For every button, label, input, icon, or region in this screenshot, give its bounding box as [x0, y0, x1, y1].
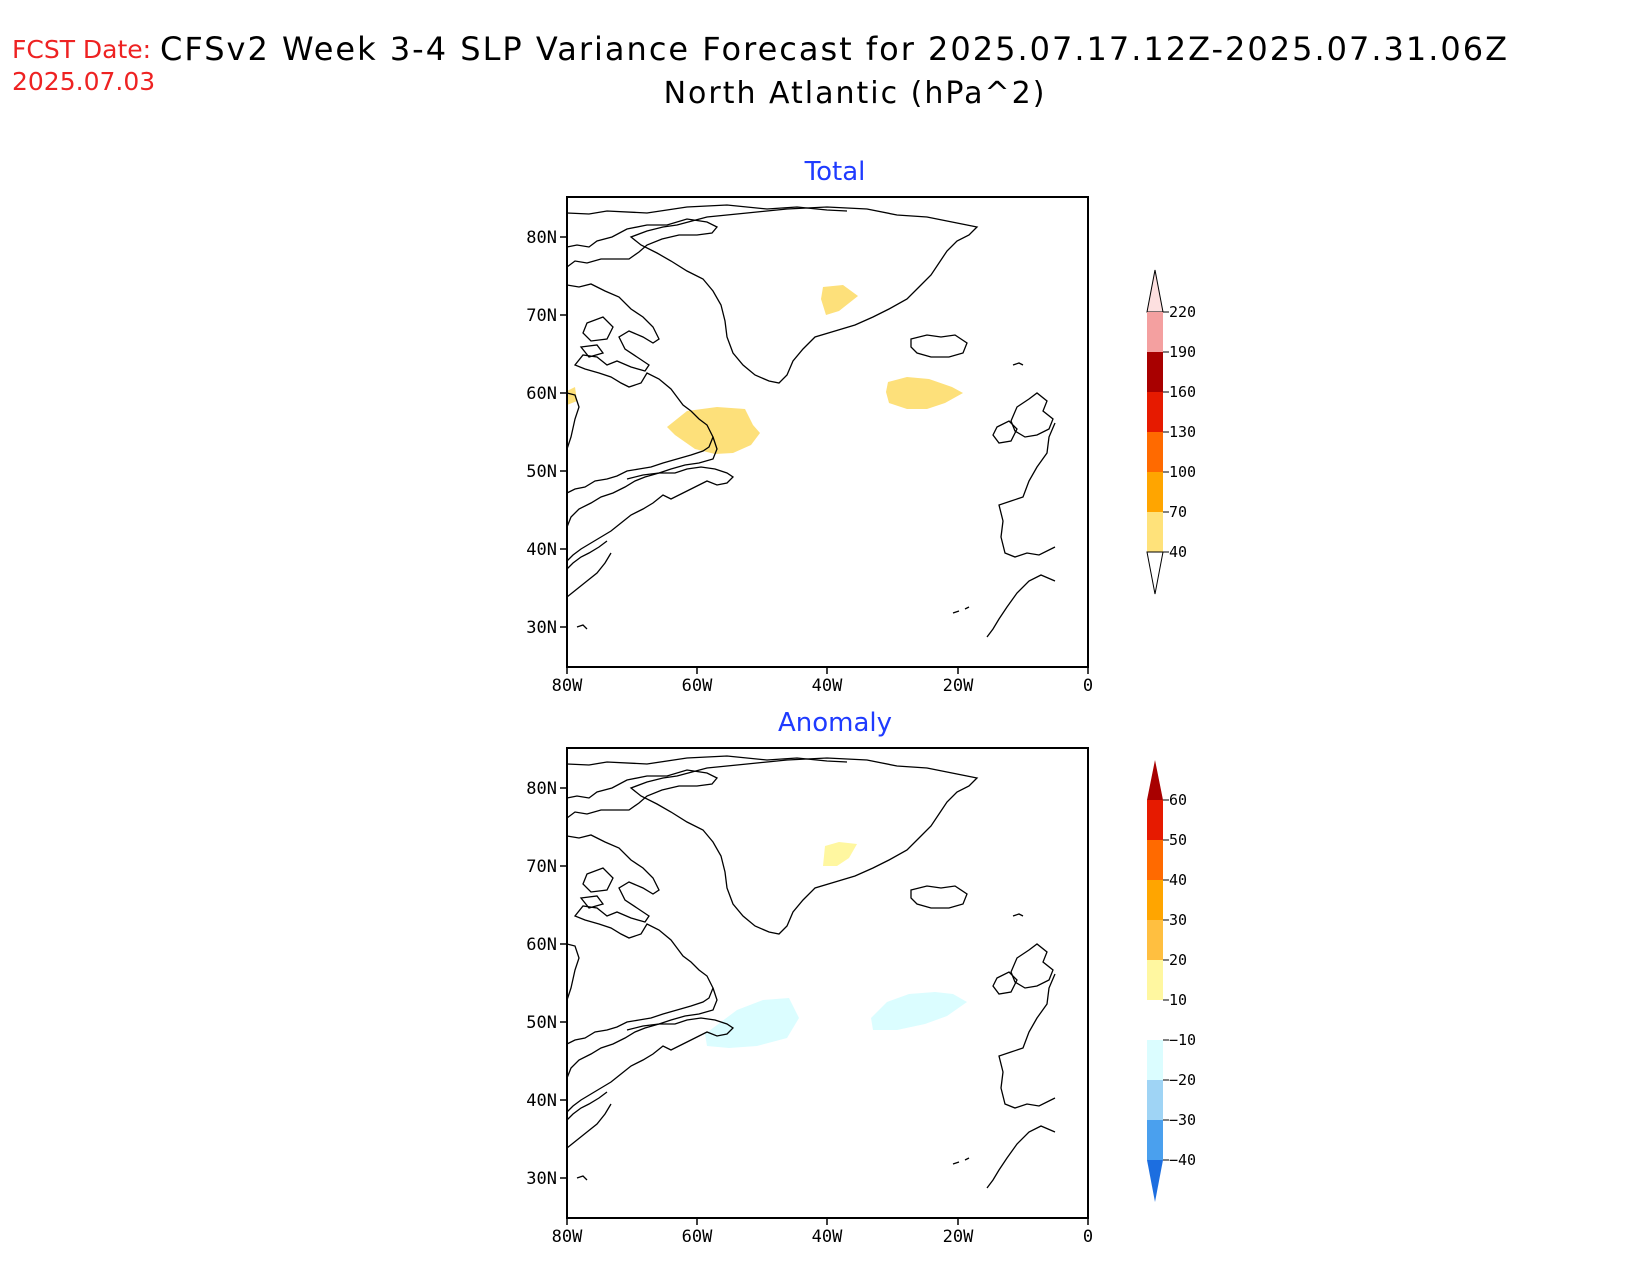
anomaly-lon-tick: 80W	[552, 1227, 583, 1247]
anomaly-lon-tick: 60W	[682, 1227, 713, 1247]
anomaly-lat-tick: 40N	[526, 1091, 557, 1111]
total-lon-tick: 0	[1083, 676, 1093, 696]
anomaly-colorbar-label: −20	[1169, 1071, 1196, 1089]
anomaly-panel: Anomaly 80N 70N 60N 50N 40N 3	[526, 708, 1196, 1247]
total-lat-tick: 70N	[526, 306, 557, 326]
total-lat-tick: 50N	[526, 462, 557, 482]
total-colorbar-label: 160	[1169, 383, 1196, 401]
anomaly-lat-tick: 60N	[526, 935, 557, 955]
total-colorbar: 220 190 160 130 100 70 40	[1146, 269, 1196, 595]
total-lon-tick: 40W	[812, 676, 843, 696]
total-lat-tick: 40N	[526, 540, 557, 560]
total-panel: Total 80N 70N 60N 50N	[526, 157, 1196, 696]
anomaly-colorbar: 60 50 40 30 20 10 −10 −20 −30 −40	[1147, 760, 1196, 1202]
anomaly-colorbar-label: −40	[1169, 1151, 1196, 1169]
total-lon-tick: 20W	[943, 676, 974, 696]
anomaly-colorbar-label: 40	[1169, 871, 1187, 889]
shaded-region-greenland	[823, 842, 857, 866]
total-colorbar-label: 220	[1169, 303, 1196, 321]
page-subtitle: North Atlantic (hPa^2)	[663, 76, 1047, 111]
total-colorbar-label: 70	[1169, 503, 1187, 521]
page-title: CFSv2 Week 3-4 SLP Variance Forecast for…	[160, 30, 1510, 68]
anomaly-lat-tick: 80N	[526, 779, 557, 799]
anomaly-lon-tick: 0	[1083, 1227, 1093, 1247]
shaded-region-hudson	[567, 387, 577, 405]
anomaly-colorbar-label: −10	[1169, 1031, 1196, 1049]
total-lat-tick: 80N	[526, 228, 557, 248]
fcst-date-label: FCST Date:	[12, 35, 152, 64]
fcst-date-value: 2025.07.03	[12, 67, 156, 96]
total-lat-tick: 60N	[526, 384, 557, 404]
total-lon-tick: 60W	[682, 676, 713, 696]
shaded-region-south-newfoundland	[705, 998, 799, 1048]
shaded-region-south-iceland	[886, 377, 963, 409]
anomaly-colorbar-label: 20	[1169, 951, 1187, 969]
total-lat-tick: 30N	[526, 618, 557, 638]
anomaly-colorbar-label: −30	[1169, 1111, 1196, 1129]
anomaly-panel-title: Anomaly	[778, 708, 892, 738]
total-lon-tick: 80W	[552, 676, 583, 696]
total-colorbar-label: 130	[1169, 423, 1196, 441]
anomaly-lon-tick: 40W	[812, 1227, 843, 1247]
shaded-region-greenland	[821, 285, 858, 315]
shaded-region-labrador	[667, 407, 760, 454]
shaded-region-mid-atlantic	[871, 992, 967, 1030]
total-panel-title: Total	[804, 157, 866, 187]
anomaly-lat-tick: 50N	[526, 1013, 557, 1033]
anomaly-lon-tick: 20W	[943, 1227, 974, 1247]
total-colorbar-label: 100	[1169, 463, 1196, 481]
anomaly-colorbar-label: 60	[1169, 791, 1187, 809]
anomaly-colorbar-label: 10	[1169, 991, 1187, 1009]
anomaly-colorbar-label: 50	[1169, 831, 1187, 849]
total-colorbar-label: 190	[1169, 343, 1196, 361]
anomaly-colorbar-label: 30	[1169, 911, 1187, 929]
anomaly-lat-tick: 70N	[526, 857, 557, 877]
anomaly-lat-tick: 30N	[526, 1169, 557, 1189]
total-colorbar-label: 40	[1169, 543, 1187, 561]
